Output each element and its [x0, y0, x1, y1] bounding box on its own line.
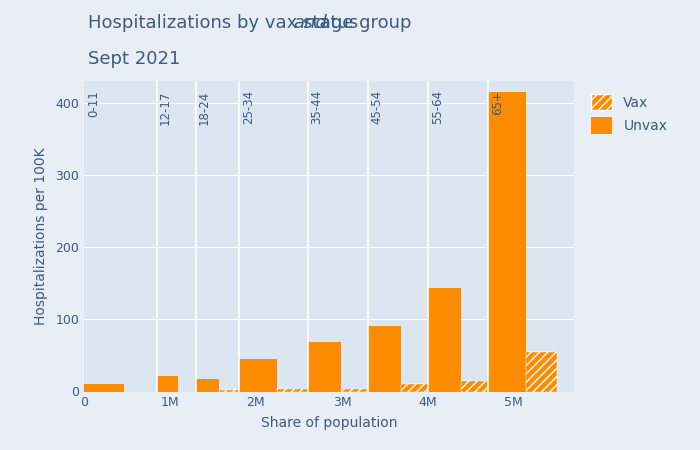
Bar: [461, 381, 488, 392]
Bar: [488, 92, 526, 392]
Text: and: and: [294, 14, 328, 32]
Text: age group: age group: [314, 14, 411, 32]
Bar: [219, 390, 239, 392]
Text: 12-17: 12-17: [159, 90, 172, 125]
Bar: [368, 326, 401, 392]
Y-axis label: Hospitalizations per 100K: Hospitalizations per 100K: [34, 148, 48, 325]
X-axis label: Share of population: Share of population: [260, 416, 398, 430]
Bar: [428, 288, 461, 392]
Bar: [239, 359, 276, 392]
Legend: Vax, Unvax: Vax, Unvax: [586, 88, 673, 140]
Bar: [157, 376, 178, 392]
Text: 35-44: 35-44: [311, 90, 323, 125]
Text: 45-54: 45-54: [371, 90, 384, 125]
Text: 25-34: 25-34: [242, 90, 256, 125]
Bar: [341, 389, 368, 392]
Bar: [84, 384, 124, 392]
Text: Sept 2021: Sept 2021: [88, 50, 180, 68]
Text: Hospitalizations by vax status: Hospitalizations by vax status: [88, 14, 363, 32]
Bar: [276, 389, 307, 392]
Text: 0-11: 0-11: [88, 90, 101, 117]
Bar: [526, 352, 557, 392]
Text: 55-64: 55-64: [431, 90, 444, 125]
Bar: [196, 378, 219, 392]
Bar: [307, 342, 341, 392]
Text: 18-24: 18-24: [198, 90, 211, 125]
Bar: [401, 384, 428, 392]
Text: 65+: 65+: [491, 90, 505, 115]
